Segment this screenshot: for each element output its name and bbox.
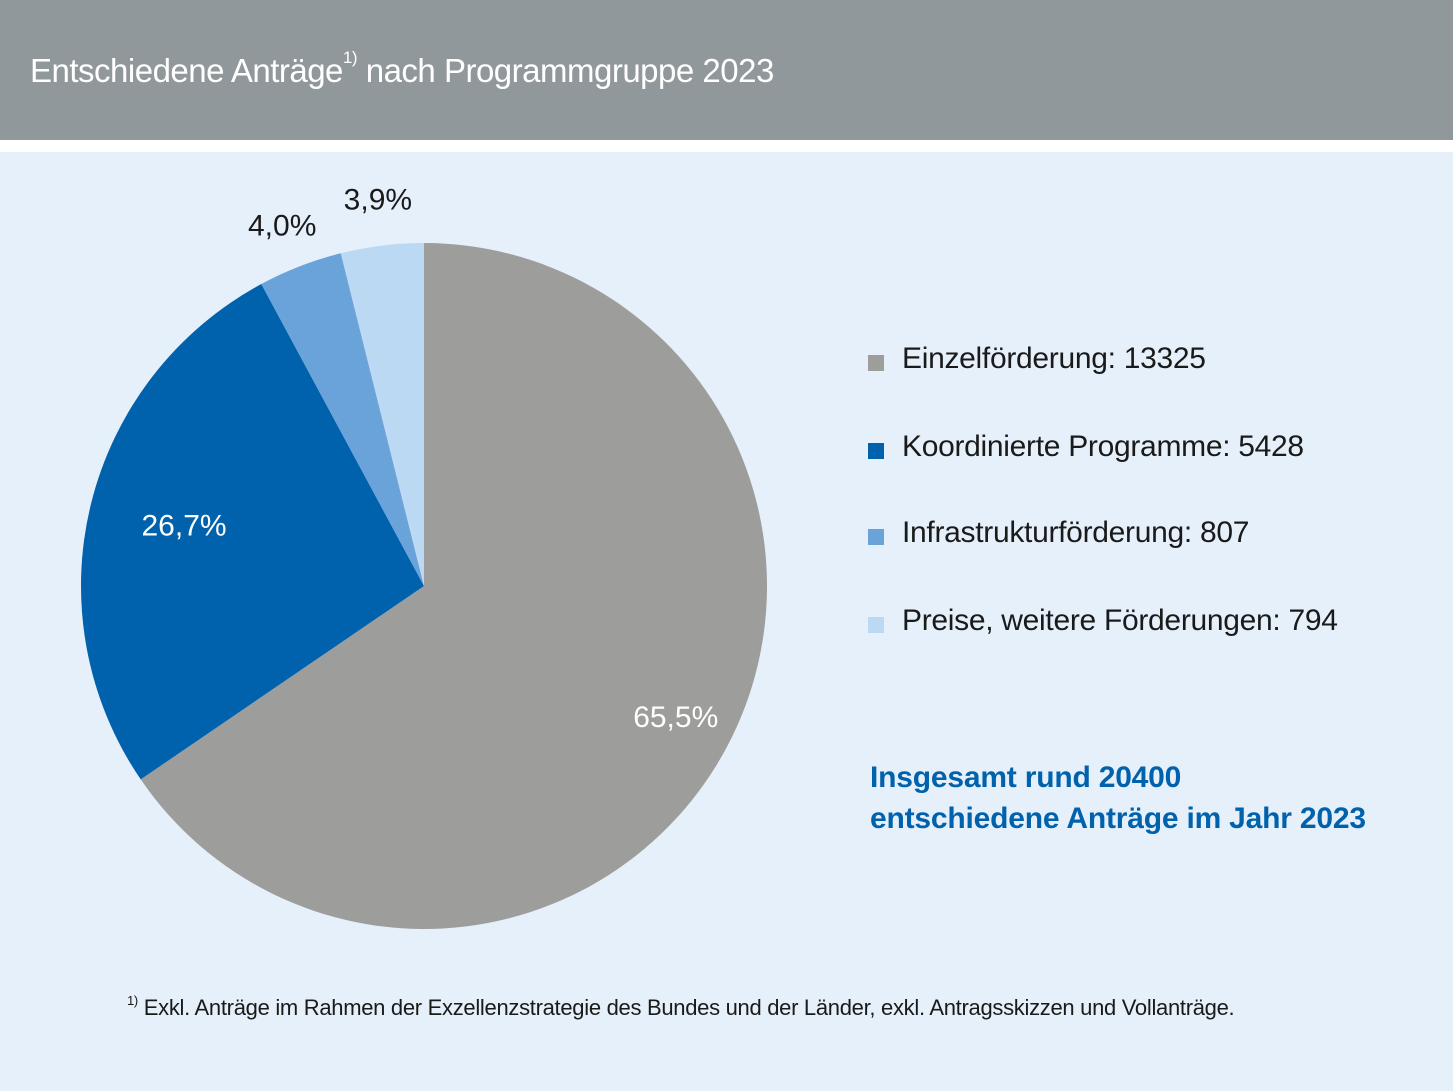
- pie-slice-4: [340, 243, 424, 586]
- footnote: 1) Exkl. Anträge im Rahmen der Exzellenz…: [127, 993, 1235, 1021]
- legend-swatch: [868, 443, 884, 459]
- legend-label: Infrastrukturförderung: 807: [902, 516, 1250, 549]
- legend-swatch: [868, 355, 884, 371]
- title-footnote-marker: 1): [342, 48, 358, 67]
- slice-label-2: 26,7%: [142, 510, 227, 543]
- pie-slice-3: [261, 253, 424, 586]
- legend-swatch: [868, 529, 884, 545]
- title-main: Entschiedene Anträge: [30, 52, 343, 89]
- legend-swatch: [868, 617, 884, 633]
- title-rest: nach Programmgruppe 2023: [365, 52, 775, 89]
- slice-label-3: 4,0%: [248, 210, 316, 243]
- summary-line-2: entschiedene Anträge im Jahr 2023: [870, 802, 1366, 835]
- footnote-marker: 1): [127, 993, 138, 1008]
- summary-text: Insgesamt rund 20400 entschiedene Anträg…: [870, 757, 1430, 839]
- slice-label-4: 3,9%: [344, 183, 412, 216]
- legend-label: Preise, weitere Förderungen: 794: [902, 604, 1338, 637]
- pie-slice-2: [81, 284, 425, 780]
- pie-chart: 65,5% 26,7% 4,0% 3,9%: [81, 183, 767, 930]
- legend-label: Koordinierte Programme: 5428: [902, 430, 1304, 463]
- header-bar: Entschiedene Anträge1) nach Programmgrup…: [0, 0, 1453, 140]
- legend-label: Einzelförderung: 13325: [902, 342, 1206, 375]
- footnote-text: Exkl. Anträge im Rahmen der Exzellenzstr…: [143, 995, 1235, 1020]
- chart-title: Entschiedene Anträge1) nach Programmgrup…: [30, 48, 775, 90]
- pie-slice-1: [140, 243, 767, 930]
- summary-line-1: Insgesamt rund 20400: [870, 761, 1182, 794]
- chart-panel: 65,5% 26,7% 4,0% 3,9% Einzelförderung: 1332…: [0, 152, 1453, 1091]
- slice-label-1: 65,5%: [633, 701, 718, 734]
